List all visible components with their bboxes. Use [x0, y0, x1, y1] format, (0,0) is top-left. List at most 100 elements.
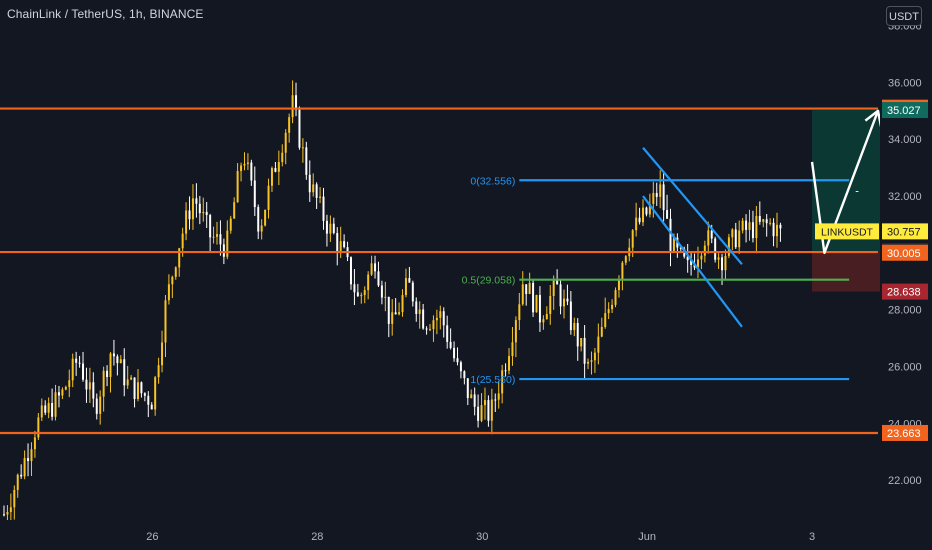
- candle-body: [178, 248, 181, 268]
- candle-body: [147, 395, 150, 405]
- candle-body: [387, 296, 390, 324]
- candle-body: [216, 234, 219, 237]
- candle-body: [693, 264, 696, 268]
- candle-body: [614, 290, 617, 305]
- candle-body: [398, 312, 401, 315]
- channel-line: [642, 147, 743, 265]
- candle-body: [298, 109, 301, 148]
- candle-body: [54, 392, 57, 417]
- currency-badge[interactable]: USDT: [886, 6, 922, 26]
- x-tick-label: 3: [809, 531, 815, 543]
- candle-body: [367, 274, 370, 291]
- candle-body: [13, 489, 16, 508]
- candle-body: [281, 152, 284, 163]
- candle-body: [453, 347, 456, 359]
- channel-line: [642, 195, 743, 328]
- candle-body: [284, 132, 287, 153]
- candle-body: [267, 185, 270, 210]
- candle-body: [751, 222, 754, 239]
- candle-body: [47, 402, 50, 413]
- candle-body: [415, 301, 418, 314]
- candle-body: [600, 326, 603, 337]
- candle-body: [133, 377, 136, 400]
- candle-body: [535, 294, 538, 313]
- candle-body: [425, 328, 428, 330]
- candle-body: [758, 215, 761, 222]
- candle-body: [703, 245, 706, 256]
- candle-body: [714, 238, 717, 260]
- candle-body: [429, 329, 432, 331]
- price-label-box: [882, 283, 928, 300]
- candle-body: [16, 474, 19, 490]
- x-tick-label: 30: [476, 531, 488, 543]
- candle-body: [391, 312, 394, 324]
- candle-body: [473, 394, 476, 407]
- candle-body: [40, 405, 43, 418]
- candle-body: [71, 358, 74, 381]
- candle-body: [329, 223, 332, 234]
- candle-body: [150, 404, 153, 410]
- candle-body: [260, 225, 263, 232]
- candle-body: [370, 263, 373, 275]
- x-tick-label: Jun: [638, 531, 656, 543]
- candles: [3, 80, 782, 523]
- candle-body: [576, 322, 579, 347]
- candle-body: [92, 382, 95, 399]
- candle-body: [288, 117, 291, 133]
- x-tick-label: 28: [311, 531, 323, 543]
- candle-body: [123, 359, 126, 386]
- position-marker: -: [855, 186, 859, 198]
- candle-body: [253, 180, 256, 208]
- candle-body: [322, 196, 325, 221]
- candle-body: [88, 382, 91, 390]
- price-label-box: [882, 102, 928, 119]
- candle-body: [202, 211, 205, 214]
- candle-body: [710, 230, 713, 239]
- candle-body: [442, 311, 445, 326]
- y-tick-label: 26.000: [888, 362, 922, 374]
- candle-body: [532, 282, 535, 313]
- candle-body: [738, 230, 741, 248]
- candle-body: [112, 353, 115, 357]
- candle-body: [580, 338, 583, 347]
- candle-body: [291, 95, 294, 118]
- candle-body: [521, 284, 524, 305]
- candle-body: [611, 304, 614, 310]
- candle-body: [57, 392, 60, 396]
- y-tick-label: 32.000: [888, 191, 922, 203]
- current-price-box: [882, 223, 928, 240]
- candle-body: [480, 405, 483, 421]
- candle-body: [191, 198, 194, 220]
- candle-body: [418, 309, 421, 314]
- candle-body: [459, 362, 462, 372]
- candle-body: [525, 284, 528, 294]
- candle-body: [587, 361, 590, 364]
- candle-body: [102, 370, 105, 397]
- candle-body: [140, 382, 143, 394]
- candle-body: [380, 285, 383, 298]
- drawing-lines: 0(32.556) 0.5(29.058) 1(25.560) -: [0, 107, 883, 435]
- candle-body: [6, 511, 9, 515]
- candle-body: [556, 280, 559, 285]
- candle-body: [501, 370, 504, 394]
- time-axis-panel: [0, 520, 932, 550]
- candle-body: [422, 309, 425, 329]
- price-label: 28.638: [887, 287, 921, 299]
- candle-body: [195, 198, 198, 204]
- price-label-box: [882, 244, 928, 261]
- candle-body: [590, 360, 593, 362]
- candle-body: [655, 192, 658, 197]
- candle-body: [229, 218, 232, 231]
- candle-body: [353, 284, 356, 293]
- price-labels: 35.11035.027LINKUSDT30.75730.06030.00528…: [815, 99, 928, 441]
- candle-body: [343, 241, 346, 248]
- candle-body: [51, 402, 54, 417]
- price-label-box: [882, 424, 928, 441]
- candle-body: [205, 211, 208, 216]
- candle-body: [136, 382, 139, 400]
- candle-body: [562, 298, 565, 307]
- fib-label: 0(32.556): [470, 175, 515, 187]
